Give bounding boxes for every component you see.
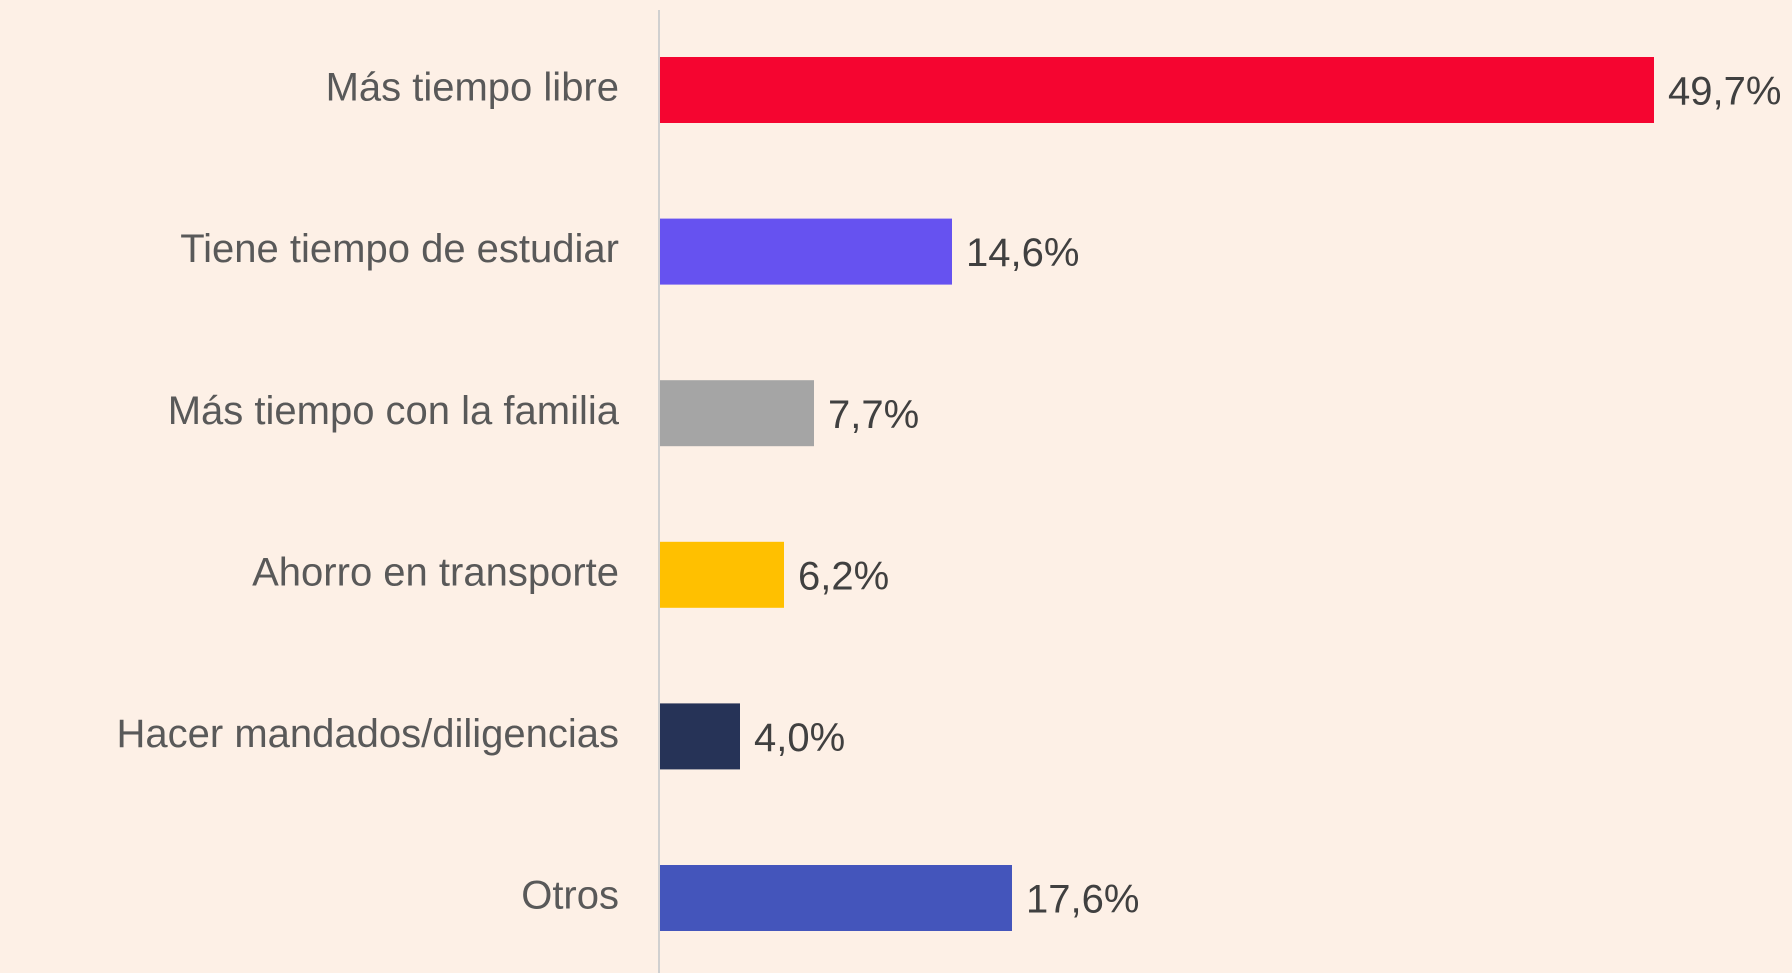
value-label: 14,6%: [966, 231, 1079, 275]
category-label: Otros: [521, 874, 619, 918]
bar: [660, 865, 1012, 931]
bar: [660, 541, 784, 608]
category-label: Más tiempo con la familia: [168, 389, 620, 433]
value-label: 49,7%: [1668, 70, 1781, 114]
category-label: Hacer mandados/diligencias: [117, 712, 620, 756]
bar: [660, 380, 814, 447]
value-label: 6,2%: [798, 554, 889, 598]
value-label: 7,7%: [828, 393, 919, 437]
bar: [660, 57, 1654, 123]
category-label: Tiene tiempo de estudiar: [180, 227, 619, 271]
category-label: Más tiempo libre: [326, 66, 619, 110]
value-label: 17,6%: [1026, 878, 1139, 922]
bar: [660, 703, 740, 770]
bar: [660, 218, 952, 285]
value-label: 4,0%: [754, 716, 845, 760]
category-label: Ahorro en transporte: [252, 550, 619, 594]
